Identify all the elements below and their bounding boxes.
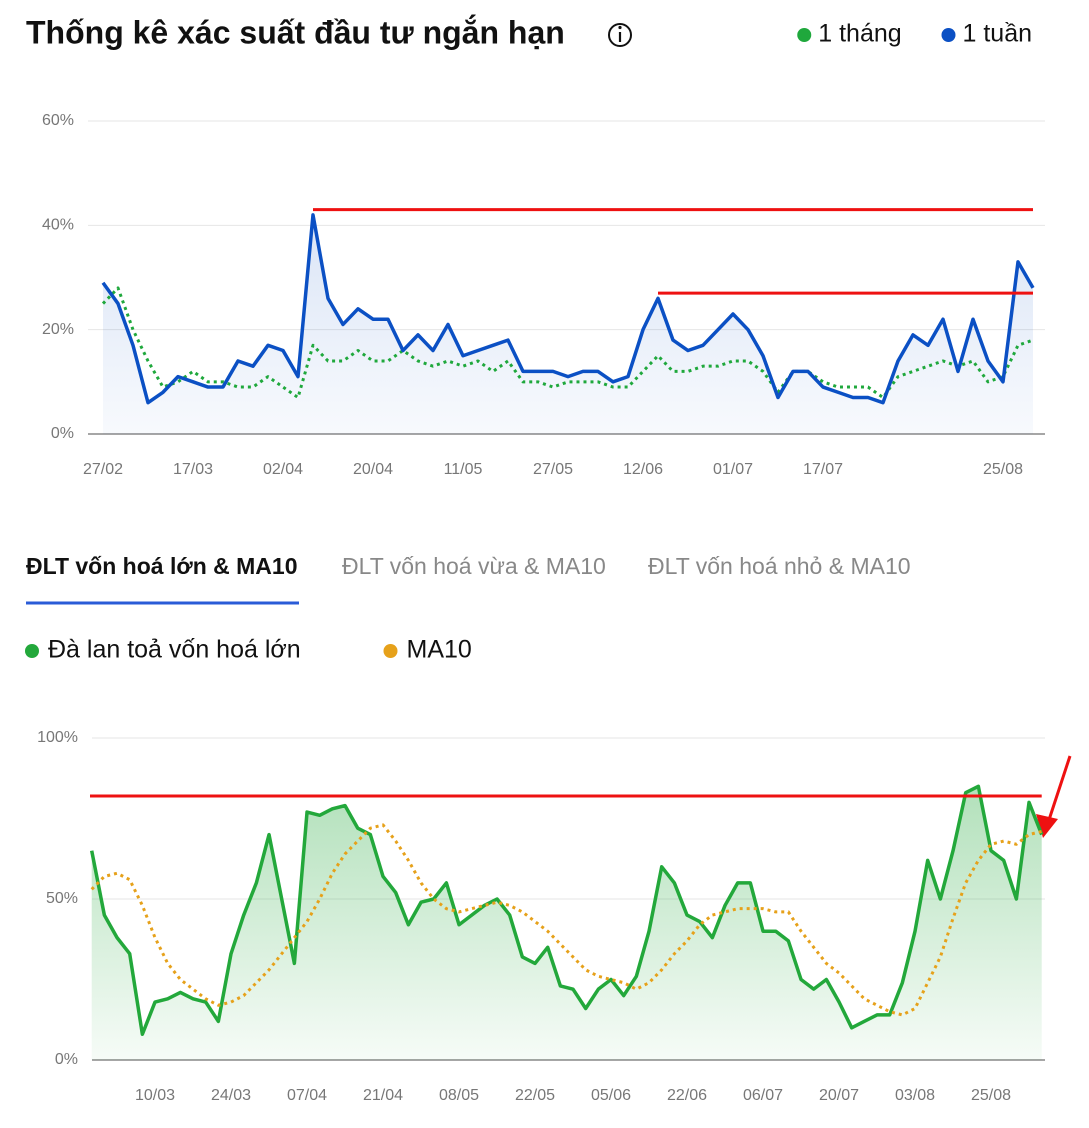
- x-tick-label: 08/05: [439, 1087, 479, 1104]
- info-icon[interactable]: [608, 23, 632, 47]
- x-tick-label: 24/03: [211, 1087, 251, 1104]
- legend-dot: [25, 644, 39, 658]
- y-tick-label: 40%: [42, 217, 74, 234]
- y-tick-label: 20%: [42, 321, 74, 338]
- area: [91, 786, 1042, 1060]
- x-tick-label: 21/04: [363, 1087, 403, 1104]
- y-tick-label: 50%: [46, 890, 78, 907]
- x-tick-label: 07/04: [287, 1087, 327, 1104]
- x-tick-label: 05/06: [591, 1087, 631, 1104]
- x-tick-label: 27/02: [83, 461, 123, 478]
- series-line: [90, 823, 1043, 1017]
- x-tick-label: 22/06: [667, 1087, 707, 1104]
- legend-label: 1 tháng: [818, 20, 901, 48]
- x-tick-label: 25/08: [971, 1087, 1011, 1104]
- legend-dot: [941, 28, 956, 42]
- legend-label: MA10: [407, 636, 472, 664]
- x-tick-label: 17/03: [173, 461, 213, 478]
- legend-label: Đà lan toả vốn hoá lớn: [48, 636, 301, 664]
- x-tick-label: 02/04: [263, 461, 303, 478]
- x-tick-label: 27/05: [533, 461, 573, 478]
- series-line: [101, 213, 1035, 405]
- x-tick-label: 06/07: [743, 1087, 783, 1104]
- tab[interactable]: ĐLT vốn hoá nhỏ & MA10: [648, 553, 911, 579]
- tab[interactable]: ĐLT vốn hoá vừa & MA10: [342, 553, 606, 579]
- title: Thống kê xác suất đầu tư ngắn hạn: [26, 14, 565, 50]
- y-tick-label: 60%: [42, 112, 74, 129]
- tab[interactable]: ĐLT vốn hoá lớn & MA10: [26, 553, 298, 579]
- y-tick-label: 100%: [37, 729, 78, 746]
- x-tick-label: 11/05: [444, 461, 483, 478]
- series-line: [89, 784, 1044, 1036]
- legend-dot: [383, 644, 398, 658]
- x-tick-label: 01/07: [713, 461, 753, 478]
- legend-dot: [797, 28, 812, 42]
- area: [103, 214, 1033, 434]
- x-tick-label: 20/04: [353, 461, 393, 478]
- x-tick-label: 20/07: [819, 1087, 859, 1104]
- y-tick-label: 0%: [55, 1051, 78, 1068]
- x-tick-label: 12/06: [623, 461, 663, 478]
- x-tick-label: 25/08: [983, 461, 1023, 478]
- y-tick-label: 0%: [51, 425, 74, 442]
- x-tick-label: 03/08: [895, 1087, 935, 1104]
- x-tick-label: 10/03: [135, 1087, 175, 1104]
- x-tick-label: 17/07: [803, 461, 843, 478]
- legend-label: 1 tuần: [963, 20, 1033, 48]
- x-tick-label: 22/05: [515, 1087, 555, 1104]
